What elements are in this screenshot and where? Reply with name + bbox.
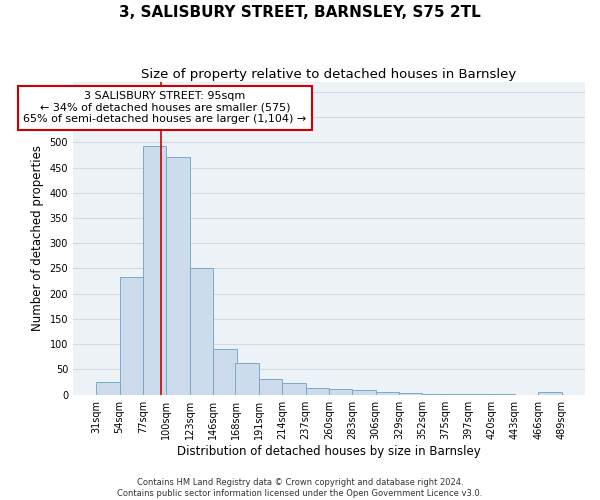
- Bar: [376, 392, 399, 394]
- Bar: [305, 388, 329, 394]
- Y-axis label: Number of detached properties: Number of detached properties: [31, 145, 44, 331]
- Bar: [538, 392, 562, 394]
- Bar: [282, 383, 305, 394]
- Bar: [119, 277, 143, 394]
- Text: 3, SALISBURY STREET, BARNSLEY, S75 2TL: 3, SALISBURY STREET, BARNSLEY, S75 2TL: [119, 5, 481, 20]
- Bar: [190, 268, 213, 394]
- Bar: [96, 382, 119, 394]
- Bar: [352, 390, 376, 394]
- Bar: [235, 363, 259, 394]
- Text: Contains HM Land Registry data © Crown copyright and database right 2024.
Contai: Contains HM Land Registry data © Crown c…: [118, 478, 482, 498]
- Bar: [166, 158, 190, 394]
- Bar: [143, 146, 166, 394]
- Title: Size of property relative to detached houses in Barnsley: Size of property relative to detached ho…: [142, 68, 517, 80]
- Bar: [213, 350, 236, 395]
- Bar: [399, 393, 422, 394]
- Text: 3 SALISBURY STREET: 95sqm
← 34% of detached houses are smaller (575)
65% of semi: 3 SALISBURY STREET: 95sqm ← 34% of detac…: [23, 91, 307, 124]
- Bar: [259, 379, 282, 394]
- Bar: [329, 389, 352, 394]
- X-axis label: Distribution of detached houses by size in Barnsley: Distribution of detached houses by size …: [177, 444, 481, 458]
